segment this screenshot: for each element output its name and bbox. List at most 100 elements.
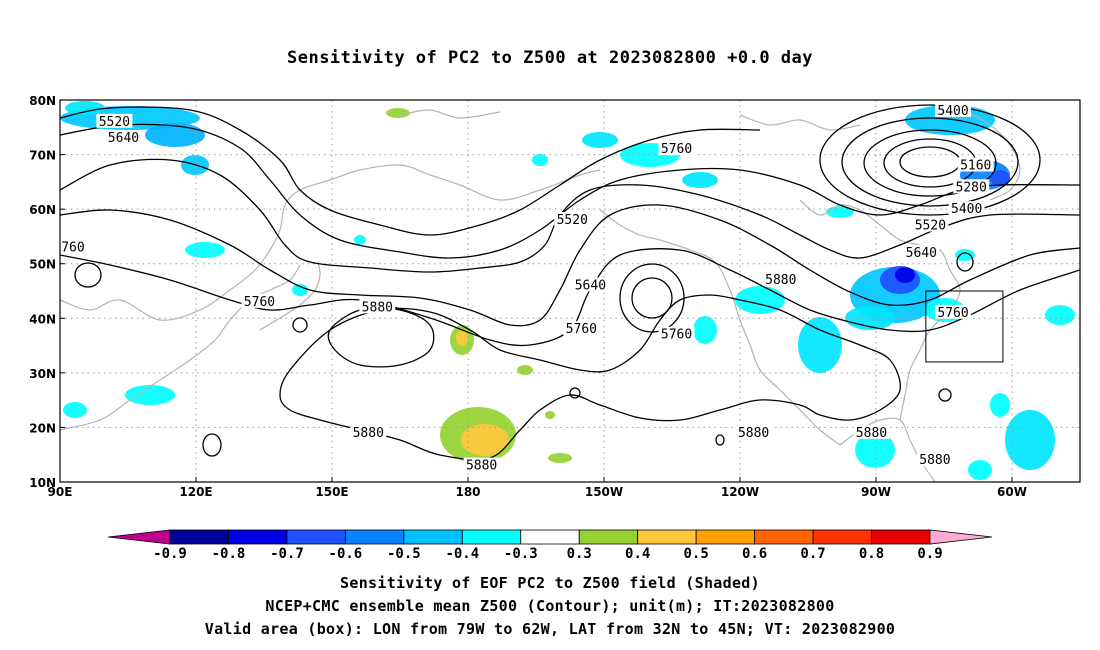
sensitivity-patch [693, 316, 717, 344]
contour-label-bg [658, 326, 695, 341]
contour-label: 5880 [856, 426, 887, 441]
sensitivity-patch [185, 242, 225, 258]
contour-label: 5520 [99, 115, 130, 130]
z500-low-contour [899, 146, 961, 178]
contour-label: 5400 [937, 104, 968, 119]
sensitivity-patch [990, 170, 1010, 186]
colorbar-swatch [520, 529, 580, 545]
sensitivity-patch [292, 284, 308, 296]
colorbar-label: 0.4 [625, 546, 650, 562]
colorbar-low-arrow [107, 529, 171, 545]
z500-small-contour [569, 387, 581, 399]
z500-small-contour [938, 388, 952, 402]
contour-label: 5760 [661, 142, 692, 157]
coastline-segment [739, 114, 861, 131]
contour-label: 5760 [244, 295, 275, 310]
sensitivity-patch [63, 402, 87, 418]
contour-label-bg [916, 452, 953, 467]
lat-tick-label: 20N [29, 421, 56, 435]
lon-tick-label: 150E [315, 485, 348, 499]
contour-label-bg [853, 424, 890, 439]
contour-label-bg [957, 157, 994, 172]
colorbar-label: -0.6 [329, 546, 363, 562]
contour-label-bg [563, 321, 600, 336]
contour-label: 5640 [906, 246, 937, 261]
colorbar-label: 0.7 [800, 546, 825, 562]
lon-tick-label: 180 [455, 485, 480, 499]
sensitivity-patch [798, 317, 842, 373]
contour-label: 5880 [466, 459, 497, 474]
colorbar-label: -0.4 [445, 546, 479, 562]
sensitivity-patch [1045, 305, 1075, 325]
sensitivity-patch [826, 206, 854, 218]
z500-low-contour [819, 104, 1041, 216]
z500-contour-line [327, 307, 435, 368]
coastlines [60, 104, 1021, 482]
sensitivity-patch [582, 132, 618, 148]
sensitivity-patch [517, 365, 533, 375]
caption-shading: Sensitivity of EOF PC2 to Z500 field (Sh… [340, 574, 760, 592]
coastline-segment [799, 199, 961, 421]
colorbar-high-arrow [929, 529, 993, 545]
coastline-segment [259, 261, 321, 331]
contour-label: 5880 [362, 300, 393, 315]
sensitivity-patch [125, 385, 175, 405]
sensitivity-patch [1005, 410, 1055, 470]
colorbar-label: 0.8 [859, 546, 884, 562]
z500-small-contour [956, 252, 974, 272]
contour-label: 5640 [575, 279, 606, 294]
sensitivity-patch [855, 432, 895, 468]
contour-label-bg [60, 239, 88, 254]
colorbar-swatch [578, 529, 639, 545]
colorbar-label: 0.3 [567, 546, 592, 562]
contour-label: 5880 [765, 273, 796, 288]
contour-label: 5760 [937, 306, 968, 321]
colorbar-label: 0.9 [917, 546, 942, 562]
lon-tick-label: 60W [997, 485, 1027, 499]
contour-label-bg [935, 304, 972, 319]
lat-tick-label: 60N [29, 203, 56, 217]
contour-label-bg [935, 102, 972, 117]
z500-contour-line [60, 204, 1080, 327]
contour-label-bg [241, 293, 278, 308]
colorbar-label: -0.3 [504, 546, 538, 562]
colorbar: -0.9 -0.8 -0.7 -0.6 -0.5 -0.4 -0.3 0.3 0.4 0.5 0.6… [107, 529, 993, 562]
sensitivity-patch [905, 105, 995, 135]
caption-contour: NCEP+CMC ensemble mean Z500 (Contour); u… [265, 597, 835, 615]
lat-tick-label: 40N [29, 312, 56, 326]
map-axes: 90E 120E 150E 180 150W 120W 90W 60W 80N 70N 60N 50N… [29, 94, 1027, 499]
z500-high-contour [619, 263, 685, 333]
sensitivity-patch [386, 108, 410, 118]
contour-label-bg [572, 277, 609, 292]
sensitivity-shading [60, 101, 1075, 480]
colorbar-swatch [695, 529, 756, 545]
contour-label-bg [96, 113, 133, 128]
contour-label-bg [658, 141, 695, 156]
z500-small-contour [74, 262, 102, 288]
contour-label: 5400 [951, 202, 982, 217]
colorbar-swatch [169, 529, 229, 545]
z500-contour-line [60, 106, 761, 236]
contour-label-bg [105, 130, 142, 145]
sensitivity-patch [461, 424, 509, 456]
lon-tick-label: 90E [48, 485, 73, 499]
contour-label-bg [463, 457, 500, 472]
map-title: Sensitivity of PC2 to Z500 at 2023082800… [286, 48, 813, 68]
z500-small-contour [202, 433, 222, 457]
coastline-segment [60, 164, 601, 321]
lon-tick-label: 120W [721, 485, 759, 499]
colorbar-label: -0.5 [387, 546, 421, 562]
lon-tick-label: 150W [585, 485, 623, 499]
contour-label: 5280 [956, 180, 987, 195]
contour-label: 5520 [915, 219, 946, 234]
valid-area-rectangle [925, 290, 1004, 363]
sensitivity-patch [545, 411, 555, 419]
contour-label: 5520 [557, 213, 588, 228]
contour-label: 5640 [108, 131, 139, 146]
colorbar-label: 0.6 [742, 546, 767, 562]
sensitivity-patch [968, 460, 992, 480]
lon-tick-label: 90W [861, 485, 891, 499]
colorbar-swatch [286, 529, 346, 545]
